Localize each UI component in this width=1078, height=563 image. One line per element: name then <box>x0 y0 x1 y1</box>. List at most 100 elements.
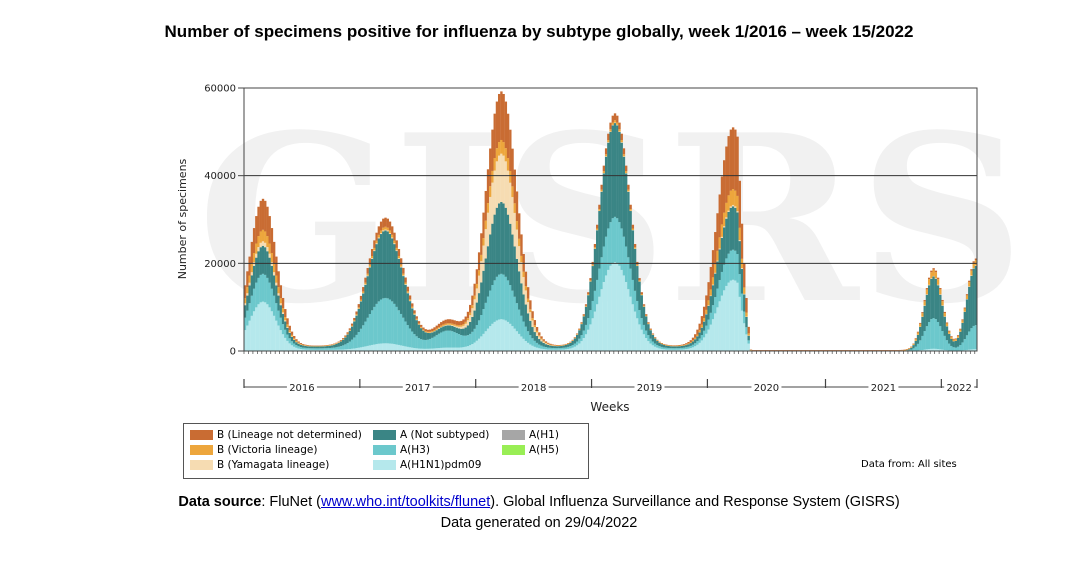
bar-b-not-determined <box>613 113 617 121</box>
bar-b-not-determined <box>377 226 381 235</box>
bar-a-h1n1pdm09 <box>698 342 701 351</box>
bar-a-h1n1pdm09 <box>660 348 664 351</box>
bar-b-victoria <box>373 247 376 251</box>
bar-a-not-subtyped <box>451 325 454 332</box>
bar-a-not-subtyped <box>264 247 267 275</box>
bar-a-not-subtyped <box>268 257 271 283</box>
bar-b-not-determined <box>727 136 730 196</box>
bar-a-h1n1pdm09 <box>404 346 407 351</box>
bar-a-h1n1pdm09 <box>542 349 545 351</box>
bar-b-yamagata <box>288 332 291 333</box>
bar-a-h1n1pdm09 <box>716 307 719 351</box>
bar-a-not-subtyped <box>727 211 730 254</box>
bar-b-not-determined <box>353 317 356 321</box>
bar-a-h1n1pdm09 <box>649 343 652 351</box>
bar-b-not-determined <box>304 344 307 346</box>
bar-b-not-determined <box>593 244 597 248</box>
bar-a-h3 <box>676 348 679 350</box>
bar-b-not-determined <box>382 218 385 228</box>
bar-a-not-subtyped <box>293 339 296 344</box>
bar-b-not-determined <box>415 316 418 319</box>
bar-a-h3 <box>335 347 338 350</box>
bar-a-h1n1pdm09 <box>373 344 376 351</box>
bar-a-not-subtyped <box>547 344 550 348</box>
bar-a-not-subtyped <box>489 234 492 291</box>
bar-a-h1n1pdm09 <box>745 334 748 351</box>
bar-a-h3 <box>569 346 572 349</box>
bar-a-not-subtyped <box>388 234 392 300</box>
bar-a-h1n1pdm09 <box>731 279 735 351</box>
bar-b-victoria <box>669 345 672 347</box>
bar-a-h3 <box>420 339 423 349</box>
bar-b-not-determined <box>736 136 739 196</box>
bar-a-not-subtyped <box>653 338 657 344</box>
bar-a-h3 <box>333 347 336 350</box>
bar-a-not-subtyped <box>569 342 572 347</box>
bar-a-h1n1pdm09 <box>656 347 659 351</box>
bar-b-not-determined <box>720 176 724 225</box>
bar-b-yamagata <box>723 226 726 228</box>
bar-a-h1n1pdm09 <box>676 349 679 351</box>
bar-a-h3 <box>656 345 659 348</box>
bar-a-h3 <box>921 335 924 350</box>
bar-b-not-determined <box>921 312 924 314</box>
bar-b-victoria <box>304 345 307 346</box>
bar-b-victoria <box>444 323 447 326</box>
bar-a-not-subtyped <box>435 330 438 336</box>
bar-a-not-subtyped <box>694 339 697 344</box>
bar-b-victoria <box>620 140 623 143</box>
bar-a-not-subtyped <box>669 346 672 349</box>
bar-b-not-determined <box>934 270 938 273</box>
flunet-link[interactable]: www.who.int/toolkits/flunet <box>320 494 491 510</box>
bar-a-h1n1pdm09 <box>406 346 410 351</box>
bar-b-victoria <box>727 195 730 211</box>
bar-b-not-determined <box>678 345 681 346</box>
bar-a-h3 <box>415 336 418 349</box>
bar-b-not-determined <box>642 304 646 306</box>
bar-b-not-determined <box>596 224 599 229</box>
bar-b-not-determined <box>640 292 643 295</box>
bar-b-yamagata <box>709 295 713 297</box>
bar-a-not-subtyped <box>299 344 303 348</box>
bar-b-yamagata <box>611 124 614 126</box>
bar-a-h3 <box>268 282 271 308</box>
bar-b-not-determined <box>502 94 505 143</box>
bar-b-victoria <box>497 142 501 156</box>
bar-a-not-subtyped <box>555 346 559 349</box>
bar-a-not-subtyped <box>665 345 668 348</box>
bar-a-not-subtyped <box>529 320 532 336</box>
bar-b-victoria <box>930 272 933 279</box>
bar-a-not-subtyped <box>455 327 459 334</box>
bar-a-h3 <box>375 303 378 345</box>
data-from-note: Data from: All sites <box>861 459 957 470</box>
bar-a-not-subtyped <box>272 275 276 296</box>
bar-a-h1n1pdm09 <box>569 348 572 351</box>
bar-a-h3 <box>355 334 358 349</box>
bar-b-not-determined <box>970 269 973 271</box>
bar-b-yamagata <box>270 262 274 266</box>
bar-a-not-subtyped <box>671 346 675 349</box>
bar-a-h3 <box>497 274 501 320</box>
bar-b-not-determined <box>466 311 470 319</box>
bar-a-not-subtyped <box>279 305 283 318</box>
bar-a-h1n1pdm09 <box>277 325 280 351</box>
bar-a-h1n1pdm09 <box>255 307 258 351</box>
bar-a-h3 <box>310 348 314 350</box>
bar-b-victoria <box>326 345 329 346</box>
bar-a-not-subtyped <box>402 276 405 318</box>
bar-b-not-determined <box>473 283 476 296</box>
bar-a-not-subtyped <box>437 328 441 334</box>
bar-a-h3 <box>956 346 960 351</box>
bar-b-yamagata <box>489 196 492 235</box>
bar-a-h1n1pdm09 <box>685 349 688 351</box>
bar-a-h3 <box>339 346 343 350</box>
bar-b-yamagata <box>386 230 389 232</box>
bar-a-h3 <box>959 345 962 351</box>
bar-a-h3 <box>317 348 320 350</box>
bar-b-victoria <box>629 209 632 211</box>
bar-a-h3 <box>689 345 692 349</box>
bar-a-not-subtyped <box>286 327 289 335</box>
bar-b-victoria <box>925 289 929 295</box>
bar-a-not-subtyped <box>301 345 305 348</box>
